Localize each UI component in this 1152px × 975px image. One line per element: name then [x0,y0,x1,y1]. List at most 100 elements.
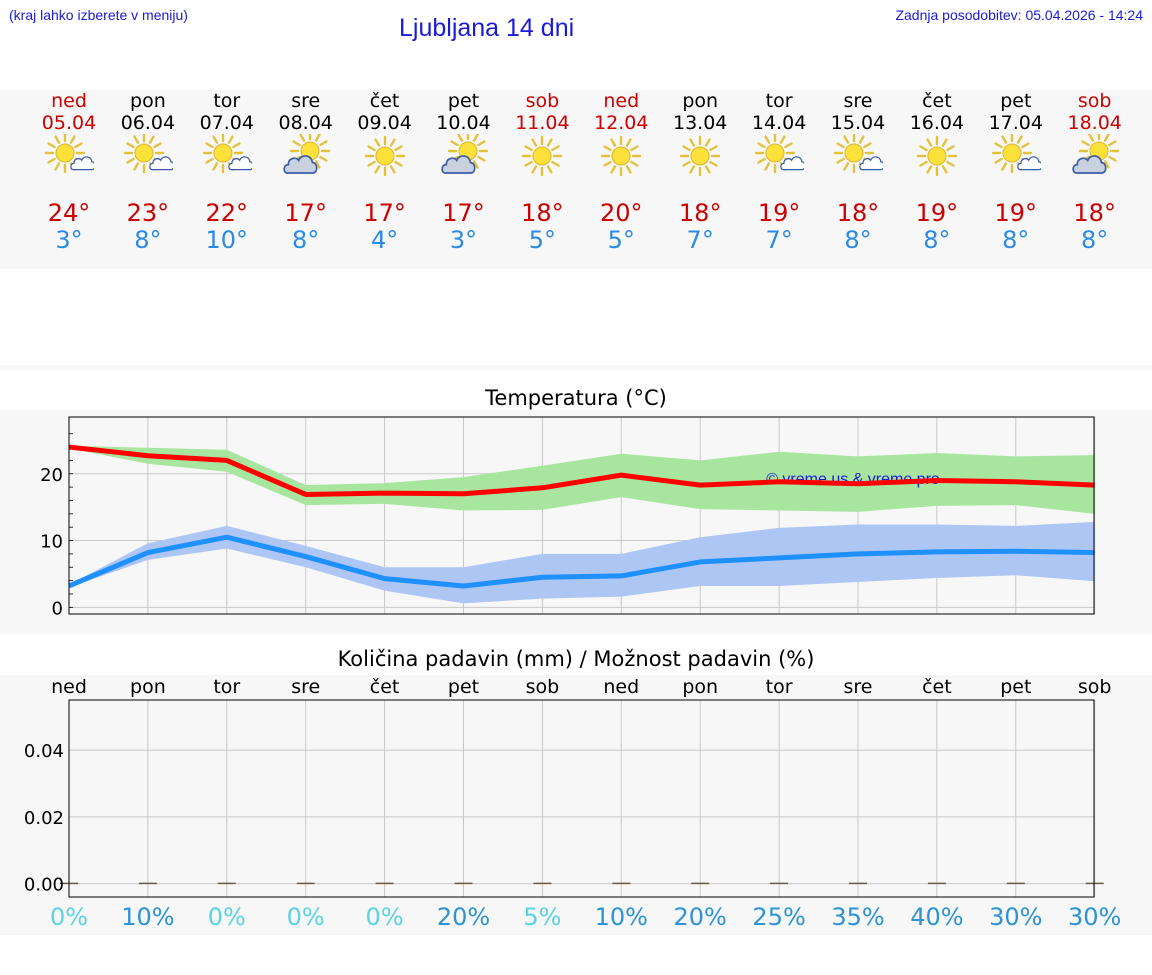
precipitation-probability: 0% [49,903,89,931]
cloud-shape [440,155,476,174]
day-date: 05.04 [41,112,97,134]
day-date: 15.04 [830,112,886,134]
plot-frame [68,699,1095,898]
y-tick-label: 10 [40,532,63,553]
max-temperature: 18° [521,199,564,227]
day-date: 06.04 [120,112,176,134]
precipitation-probability: 0% [286,903,325,931]
precipitation-probability: 0% [365,903,404,931]
sun-shape [679,135,721,177]
plot-frame [68,416,1095,615]
sun-shape [364,135,405,177]
divider [0,365,1152,370]
day-date: 08.04 [278,112,333,134]
x-tick-label: čet [922,676,952,698]
sun-shape [916,135,958,177]
sun-shape [833,132,875,174]
max-temperature: 17° [442,199,485,227]
min-temperature: 7° [686,226,714,254]
day-date: 07.04 [199,112,254,134]
day-name: sre [843,90,873,112]
day-name: čet [369,90,400,112]
max-temperature: 23° [126,199,170,227]
precipitation-bar [296,882,315,885]
y-tick-label: 0 [52,598,63,619]
precipitation-chart-title: Količina padavin (mm) / Možnost padavin … [337,647,815,671]
precipitation-bar [927,882,946,885]
cloud-sun-icon [1070,130,1120,182]
sun-cloud-icon [202,132,254,182]
min-temperature: 8° [1002,226,1030,254]
min-temperature-line [68,534,1095,589]
precipitation-bar [849,882,867,885]
precipitation-chart: ned pon tor sre čet pet sob ned pon tor sre čet pet s… [24,676,1111,898]
cloud-sun-icon [281,130,331,182]
x-tick-label: sre [291,676,320,698]
max-temperature: 18° [836,199,880,227]
precipitation-probability: 10% [121,903,175,931]
y-tick-label: 20 [40,465,63,486]
day-date: 14.04 [751,112,807,134]
day-name: pon [682,90,719,112]
x-tick-label: tor [766,676,793,698]
max-temperature: 24° [47,199,91,227]
max-temperature: 19° [757,199,801,227]
min-temperature: 8° [134,226,162,254]
sun-cloud-icon [754,132,806,182]
day-name: tor [765,90,793,112]
precipitation-probability: 20% [673,903,727,931]
min-temperature: 10° [205,226,249,254]
precipitation-bar [217,882,236,885]
x-tick-label: čet [370,676,400,698]
precipitation-bar [138,882,157,885]
last-updated: Zadnja posodobitev: 05.04.2026 - 14:24 [895,7,1143,23]
min-temperature: 5° [528,226,557,254]
min-temperature: 5° [607,226,635,254]
precipitation-bar [454,882,473,885]
x-tick-label: sob [526,676,560,698]
min-temperature-range-band [69,521,1095,604]
day-date: 16.04 [909,112,965,134]
sun-shape [754,132,796,174]
x-tick-label: pet [448,676,479,698]
day-date: 17.04 [988,112,1043,134]
x-tick-label: ned [603,676,639,698]
day-name: ned [51,90,87,112]
precipitation-probability: 35% [831,903,885,931]
max-temperature: 18° [678,199,722,227]
day-name: tor [213,90,241,112]
x-tick-label: ned [51,676,87,698]
day-date: 11.04 [515,112,570,134]
min-temperature: 4° [370,226,399,254]
day-name: pet [447,90,480,112]
precipitation-probability: 40% [910,903,964,931]
cloud-shape [1072,155,1107,174]
day-name: pet [1000,90,1032,112]
min-temperature: 8° [844,226,872,254]
precipitation-bar [691,882,710,885]
max-temperature: 22° [205,199,249,227]
page-title: Ljubljana 14 dni [399,14,575,42]
cloud-shape [283,155,318,174]
x-tick-label: pon [130,676,166,698]
day-name: sre [291,90,321,112]
day-date: 09.04 [357,112,412,134]
day-name: sob [1077,90,1112,112]
x-tick-label: pet [1000,676,1031,698]
region-hint: (kraj lahko izberete v meniju) [9,7,188,23]
min-temperature: 3° [55,226,83,254]
day-date: 10.04 [436,112,491,134]
max-temperature: 20° [600,199,643,227]
precipitation-probability: 0% [207,903,246,931]
day-name: sob [525,90,560,112]
day-date: 13.04 [672,112,728,134]
max-temperature: 19° [994,199,1038,227]
sun-cloud-icon [123,132,175,182]
sun-cloud-icon [991,132,1043,182]
x-tick-label: sre [844,676,873,698]
precipitation-bar [375,882,394,885]
x-tick-label: pon [682,676,718,698]
sun-icon [360,134,410,182]
day-date: 18.04 [1067,112,1122,134]
